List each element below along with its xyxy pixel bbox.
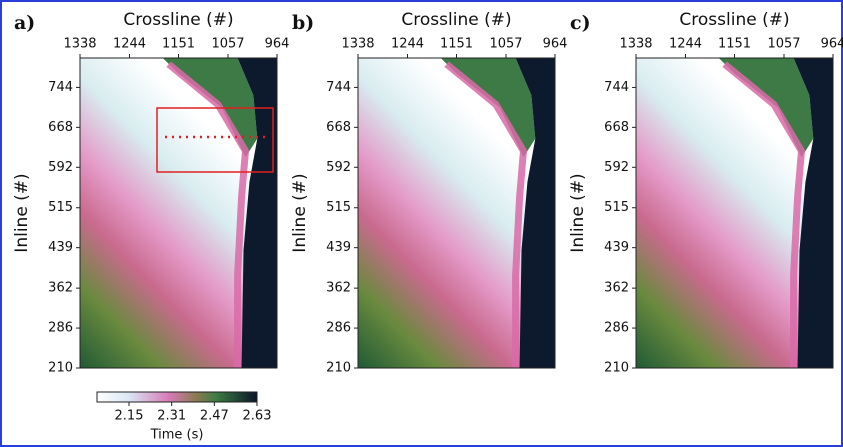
heatmap-dark-region [793,58,833,368]
y-tick-label: 210 [326,361,351,376]
x-tick-label: 1057 [211,37,244,52]
y-tick-label: 286 [604,321,629,336]
colorbar-tick-label: 2.15 [115,409,144,424]
y-tick-label: 592 [604,160,629,175]
panel-label: c) [570,12,591,34]
y-tick-label: 592 [48,160,73,175]
x-tick-label: 1244 [669,37,702,52]
x-tick-label: 1338 [341,37,374,52]
heatmap-green-region [162,58,258,158]
panel-label: b) [292,12,314,34]
y-tick-label: 668 [604,120,629,135]
heatmap-edge [166,61,250,368]
heatmap-green-region [718,58,814,158]
x-tick-label: 964 [265,37,290,52]
x-tick-label: 964 [543,37,568,52]
y-tick-label: 744 [326,80,351,95]
x-tick-label: 1151 [718,37,751,52]
colorbar-tick-label: 2.63 [243,409,272,424]
y-tick-label: 439 [604,240,629,255]
x-tick-label: 964 [821,37,843,52]
y-tick-label: 592 [326,160,351,175]
y-tick-label: 439 [48,240,73,255]
y-tick-label: 515 [48,200,73,215]
heatmap-edge [444,61,528,368]
heatmap-green-region [440,58,536,158]
y-tick-label: 286 [48,321,73,336]
panel: a) Crossline (#) Inline (#) 1338 1244 1151 105… [12,10,289,443]
x-tick-label: 1057 [489,37,522,52]
x-axis-label: Crossline (#) [401,10,511,30]
heatmap-dark-region [515,58,555,368]
panel-label: a) [14,12,35,34]
x-tick-label: 1244 [113,37,146,52]
panel: c) Crossline (#) Inline (#) 1338 1244 1151 105… [568,10,843,376]
x-tick-label: 1151 [162,37,195,52]
colorbar-label: Time (s) [150,428,204,443]
heatmap-dark-region [237,58,277,368]
x-tick-label: 1338 [63,37,96,52]
y-tick-label: 210 [48,361,73,376]
x-tick-label: 1151 [440,37,473,52]
x-axis-label: Crossline (#) [123,10,233,30]
y-tick-label: 362 [326,281,351,296]
y-tick-label: 515 [326,200,351,215]
x-tick-label: 1244 [391,37,424,52]
y-tick-label: 362 [48,281,73,296]
x-tick-label: 1338 [619,37,652,52]
y-tick-label: 286 [326,321,351,336]
colorbar [96,391,258,403]
x-tick-label: 1057 [767,37,800,52]
y-axis-label: Inline (#) [12,173,32,252]
x-axis-label: Crossline (#) [679,10,789,30]
highlight-box [156,107,274,173]
y-tick-label: 439 [326,240,351,255]
y-tick-label: 668 [48,120,73,135]
y-axis-label: Inline (#) [290,173,310,252]
y-tick-label: 744 [604,80,629,95]
y-axis-label: Inline (#) [568,173,588,252]
y-tick-label: 362 [604,281,629,296]
panel: b) Crossline (#) Inline (#) 1338 1244 1151 105… [290,10,567,376]
y-tick-label: 668 [326,120,351,135]
colorbar-tick-label: 2.47 [200,409,229,424]
y-tick-label: 515 [604,200,629,215]
colorbar-tick-label: 2.31 [157,409,186,424]
heatmap-edge [722,61,806,368]
y-tick-label: 744 [48,80,73,95]
y-tick-label: 210 [604,361,629,376]
